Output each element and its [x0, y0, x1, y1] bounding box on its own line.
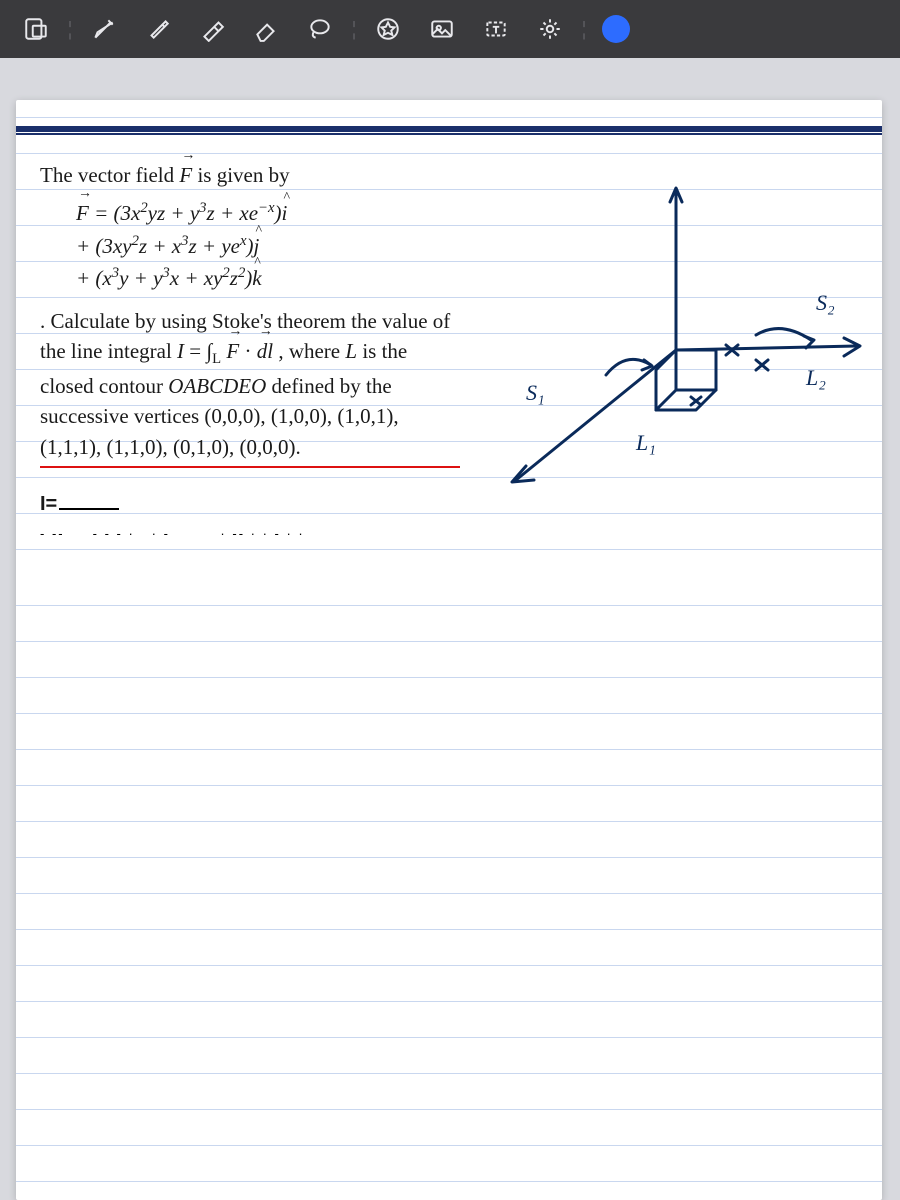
red-underline: [40, 466, 460, 468]
answer-prompt: I=: [40, 490, 460, 519]
label-l1: L₁: [635, 430, 656, 455]
highlighter-icon[interactable]: [188, 9, 236, 49]
separator: ¦: [68, 18, 72, 41]
notebook-page[interactable]: The vector field F is given by F = (3x2y…: [16, 100, 882, 1200]
tool-group: ¦ ¦ ¦: [12, 9, 630, 49]
problem-content: The vector field F is given by F = (3x2y…: [16, 100, 882, 544]
hand-diagram: S₁ S₂ L₁ L₂: [456, 160, 876, 520]
answer-label: I=: [40, 493, 57, 515]
color-swatch[interactable]: [602, 15, 630, 43]
eq-line-1: F = (3x2yz + y3z + xe−x)i: [76, 198, 460, 228]
eraser-icon[interactable]: [242, 9, 290, 49]
lasso-icon[interactable]: [296, 9, 344, 49]
canvas-area: The vector field F is given by F = (3x2y…: [0, 100, 900, 1200]
answer-blank[interactable]: [59, 508, 119, 510]
photo-icon[interactable]: [418, 9, 466, 49]
star-icon[interactable]: [364, 9, 412, 49]
question-text: . Calculate by using Stoke's theorem the…: [40, 306, 460, 462]
doc-image-icon[interactable]: [12, 9, 60, 49]
eq-line-2: + (3xy2z + x3z + yex)j: [76, 231, 460, 261]
drawing-toolbar: ¦ ¦ ¦: [0, 0, 900, 58]
label-l2: L₂: [805, 365, 826, 390]
marker-icon[interactable]: [134, 9, 182, 49]
separator: ¦: [582, 18, 586, 41]
label-s2: S₂: [816, 290, 835, 315]
equation-block: F = (3x2yz + y3z + xe−x)i + (3xy2z + x3z…: [76, 198, 460, 293]
label-s1: S₁: [526, 380, 545, 405]
text-box-icon[interactable]: [472, 9, 520, 49]
laser-icon[interactable]: [526, 9, 574, 49]
intro-text: The vector field F is given by: [40, 160, 460, 190]
eq-line-3: + (x3y + y3x + xy2z2)k: [76, 263, 460, 293]
dotted-marks: - -- - - - · · - · -- · · - · ·: [40, 525, 460, 544]
separator: ¦: [352, 18, 356, 41]
pen-icon[interactable]: [80, 9, 128, 49]
